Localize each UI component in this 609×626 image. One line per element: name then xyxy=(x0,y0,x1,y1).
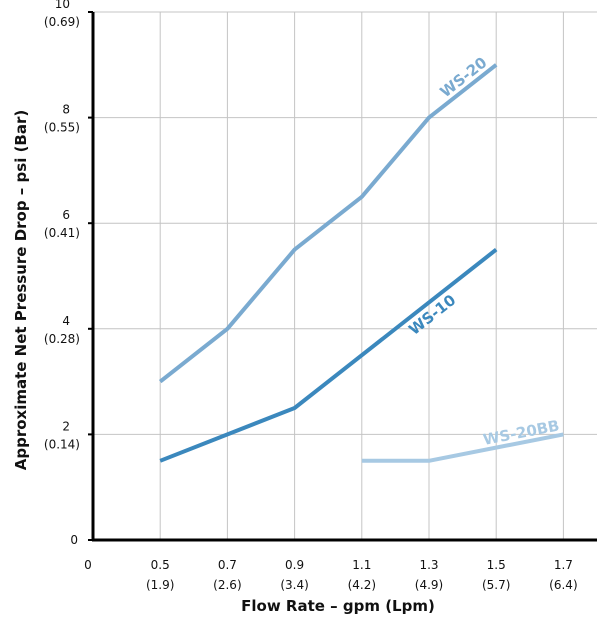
y-tick-sublabel: (0.55) xyxy=(44,121,80,135)
x-tick-label: 0.9 xyxy=(285,558,304,572)
x-axis-title: Flow Rate – gpm (Lpm) xyxy=(241,597,435,615)
x-tick-label: 0.7 xyxy=(218,558,237,572)
x-tick-sublabel: (3.4) xyxy=(280,578,308,592)
y-tick-label: 0 xyxy=(70,533,78,547)
y-tick-sublabel: (0.69) xyxy=(44,15,80,29)
x-tick-label: 0.5 xyxy=(151,558,170,572)
y-tick-label: 6 xyxy=(62,208,70,222)
x-tick-sublabel: (5.7) xyxy=(482,578,510,592)
series-line-ws-20 xyxy=(158,63,498,384)
y-tick-label: 8 xyxy=(62,103,70,117)
x-tick-label: 1.5 xyxy=(487,558,506,572)
x-tick-sublabel: (1.9) xyxy=(146,578,174,592)
x-tick-sublabel: (6.4) xyxy=(549,578,577,592)
grid xyxy=(93,11,597,540)
tick-labels: 0.5 (1.9) 0.7 (2.6) 0.9 (3.4) 1.1 (4.2) 1.3 (4.9)… xyxy=(44,0,578,592)
x-tick-label: 1.3 xyxy=(419,558,438,572)
x-tick-sublabel: (4.2) xyxy=(348,578,376,592)
x-tick-label: 1.1 xyxy=(352,558,371,572)
y-axis-title: Approximate Net Pressure Drop – psi (Bar… xyxy=(12,110,30,470)
x-tick-sublabel: (4.9) xyxy=(415,578,443,592)
y-tick-label: 2 xyxy=(62,419,70,433)
axes xyxy=(88,11,597,542)
x-tick-sublabel: (2.6) xyxy=(213,578,241,592)
x-tick-label: 1.7 xyxy=(554,558,573,572)
series-line-ws-20bb xyxy=(361,432,564,463)
y-tick-sublabel: (0.14) xyxy=(44,437,80,451)
series-lines xyxy=(158,63,564,463)
series-line-ws-10 xyxy=(159,248,498,463)
x-origin-label: 0 xyxy=(84,558,92,572)
y-tick-label: 10 xyxy=(55,0,70,11)
y-tick-label: 4 xyxy=(62,314,70,328)
y-tick-sublabel: (0.28) xyxy=(44,332,80,346)
y-tick-sublabel: (0.41) xyxy=(44,226,80,240)
